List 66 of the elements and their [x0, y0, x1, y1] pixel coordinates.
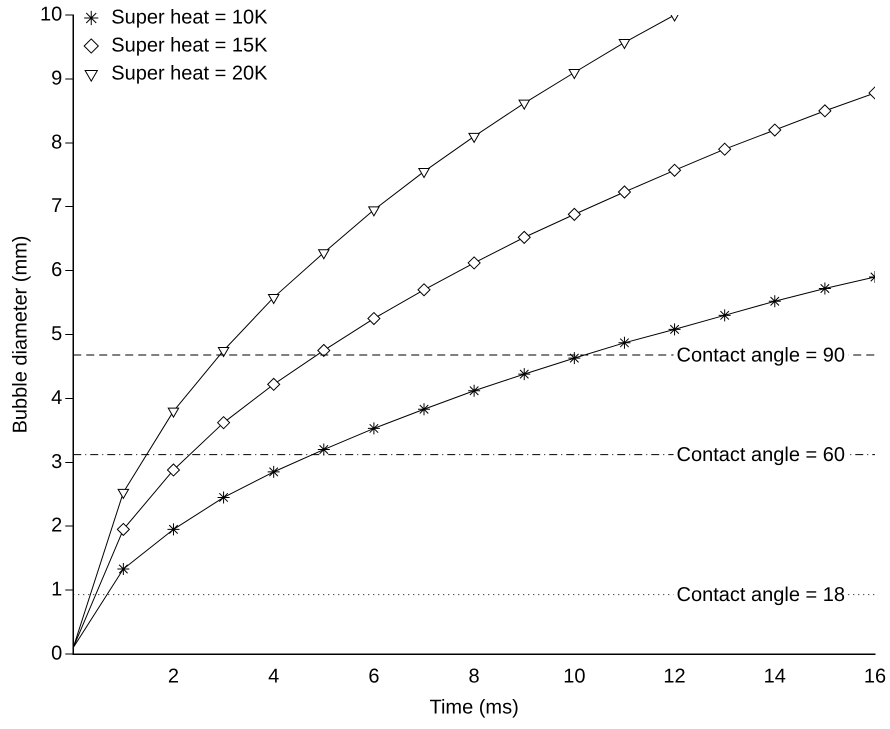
point [368, 206, 380, 216]
x-tick-label: 6 [368, 666, 380, 688]
point [318, 249, 330, 260]
point [217, 416, 230, 430]
point [468, 132, 480, 143]
x-tick-label: 10 [563, 666, 586, 688]
point [418, 168, 430, 178]
point [317, 443, 330, 456]
annotation: Contact angle = 90 [676, 344, 846, 366]
point [418, 402, 431, 416]
x-tick-label: 4 [268, 666, 280, 688]
y-tick-label: 6 [51, 259, 62, 282]
y-tick-label: 5 [51, 323, 62, 346]
point [166, 522, 180, 536]
x-tick-label: 12 [663, 666, 686, 688]
point [668, 322, 682, 336]
point [618, 38, 630, 49]
y-axis-title: Bubble diameter (mm) [10, 236, 32, 434]
point [518, 368, 531, 381]
y-tick-label: 8 [51, 131, 62, 154]
point [218, 346, 230, 357]
point [768, 124, 782, 137]
y-tick-label: 10 [40, 4, 62, 26]
annotation: Contact angle = 60 [676, 444, 846, 466]
point [818, 282, 832, 295]
y-tick-label: 0 [51, 642, 62, 665]
point [568, 208, 581, 221]
legend-label: Super heat = 15K [111, 34, 268, 57]
y-tick-label: 9 [51, 67, 62, 90]
point [418, 283, 431, 296]
point [768, 294, 782, 308]
point [267, 378, 280, 391]
point [518, 230, 531, 244]
point [468, 384, 481, 398]
annotation: Contact angle = 18 [676, 584, 846, 606]
point [116, 562, 130, 576]
y-tick-label: 2 [51, 514, 62, 537]
y-tick-label: 4 [51, 386, 62, 409]
y-tick-label: 3 [51, 450, 62, 473]
point [267, 465, 280, 478]
point [217, 490, 230, 504]
point [618, 336, 631, 350]
point [568, 69, 580, 80]
point [718, 142, 732, 156]
point [268, 294, 280, 304]
legend-label: Super heat = 20K [111, 62, 268, 85]
point [568, 352, 581, 365]
point [317, 344, 330, 357]
point [618, 186, 631, 199]
point [668, 164, 682, 177]
y-tick-label: 1 [51, 578, 62, 601]
x-tick-label: 8 [468, 666, 480, 688]
point [468, 256, 481, 270]
point [518, 100, 530, 110]
point [818, 104, 832, 118]
point [166, 463, 180, 476]
y-tick-label: 7 [51, 195, 62, 218]
x-tick-label: 14 [764, 666, 786, 688]
point [718, 308, 732, 322]
point [116, 522, 130, 536]
point [367, 422, 380, 435]
x-tick-label: 2 [168, 666, 180, 688]
x-tick-label: 16 [864, 666, 886, 688]
point [367, 312, 380, 326]
x-axis-title: Time (ms) [430, 696, 519, 719]
legend-label: Super heat = 10K [111, 6, 268, 29]
